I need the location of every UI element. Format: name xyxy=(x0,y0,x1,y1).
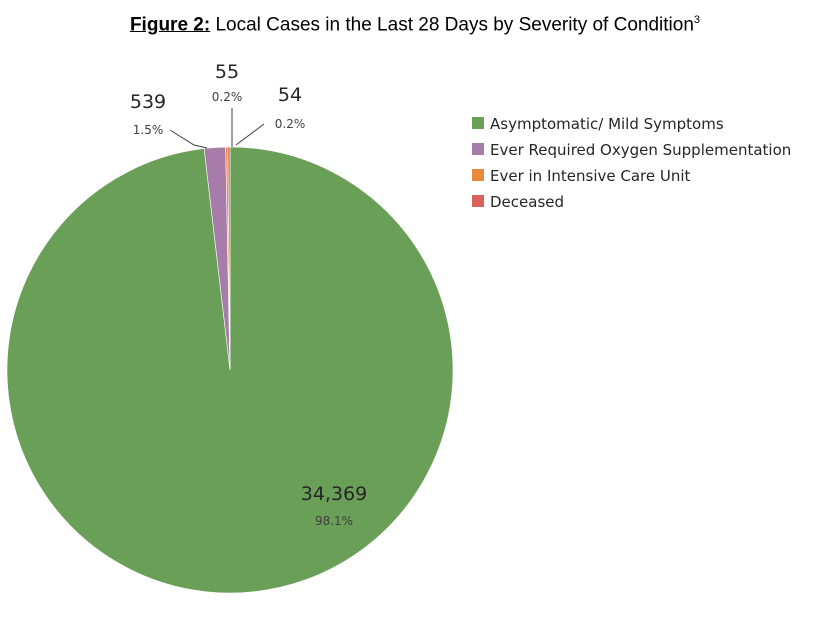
chart-title: Figure 2: Local Cases in the Last 28 Day… xyxy=(0,14,830,36)
leader-line-2 xyxy=(169,129,208,149)
leader-lines xyxy=(169,108,265,149)
legend-swatch-4 xyxy=(472,195,484,207)
data-label-value-1: 34,369 xyxy=(301,483,367,505)
legend-swatch-1 xyxy=(472,117,484,129)
data-label-percent-1: 98.1% xyxy=(315,514,353,528)
legend-label-3: Ever in Intensive Care Unit xyxy=(490,167,691,185)
data-label-percent-3: 0.2% xyxy=(212,90,243,104)
legend-swatch-2 xyxy=(472,143,484,155)
pie-slice-4 xyxy=(227,146,231,371)
legend-label-4: Deceased xyxy=(490,193,564,211)
data-label-value-2: 539 xyxy=(130,91,166,113)
leader-line-4 xyxy=(235,123,265,146)
data-label-percent-4: 0.2% xyxy=(275,117,306,131)
data-labels: 34,369 98.1% 539 1.5% 55 0.2% 54 0.2% xyxy=(130,61,367,528)
legend-swatch-3 xyxy=(472,169,484,181)
data-label-value-3: 55 xyxy=(215,61,239,83)
legend-label-2: Ever Required Oxygen Supplementation xyxy=(490,141,791,159)
legend-label-1: Asymptomatic/ Mild Symptoms xyxy=(490,115,724,133)
data-label-value-4: 54 xyxy=(278,84,302,106)
data-label-percent-2: 1.5% xyxy=(133,123,164,137)
title-footnote: 3 xyxy=(693,14,701,26)
legend: Asymptomatic/ Mild Symptoms Ever Required… xyxy=(472,115,791,211)
figure-label: Figure 2: xyxy=(129,14,211,36)
pie-slices xyxy=(6,146,454,594)
title-text: Local Cases in the Last 28 Days by Sever… xyxy=(215,14,694,36)
